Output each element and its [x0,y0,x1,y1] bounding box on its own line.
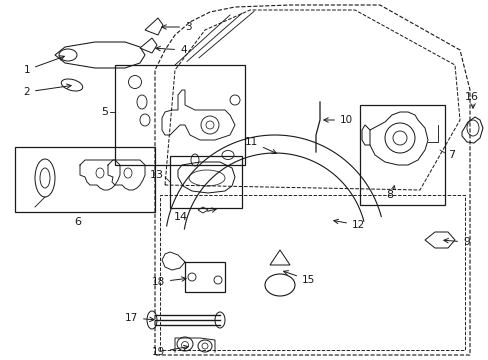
Text: 11: 11 [244,137,276,154]
Bar [115,65,244,165]
Text: 6: 6 [74,217,81,227]
Text: 15: 15 [283,271,315,285]
Text: 1: 1 [23,56,64,75]
Bar [184,262,224,292]
Text: 5: 5 [101,107,108,117]
Bar [15,147,155,212]
Text: 7: 7 [447,150,454,160]
Text: 13: 13 [150,170,163,180]
Text: 8: 8 [386,190,393,200]
Text: 3: 3 [162,22,191,32]
Text: 18: 18 [151,277,186,287]
Text: 19: 19 [151,345,188,357]
Text: 16: 16 [464,92,478,102]
Text: 2: 2 [23,84,71,97]
Text: 9: 9 [443,237,468,247]
Bar [170,156,242,208]
Text: 10: 10 [323,115,352,125]
Text: 17: 17 [124,313,154,323]
Text: 4: 4 [156,45,186,55]
Text: 14: 14 [174,212,188,222]
Bar [359,105,444,205]
Text: 12: 12 [333,219,365,230]
